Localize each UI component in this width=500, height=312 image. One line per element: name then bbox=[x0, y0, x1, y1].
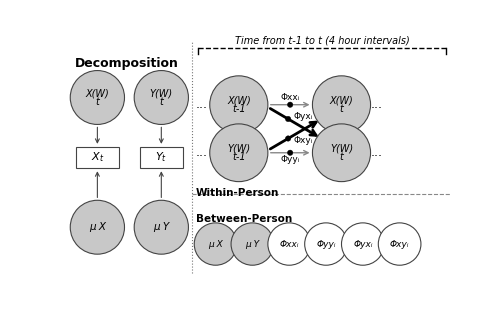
Text: μ X: μ X bbox=[208, 240, 223, 249]
Text: Φyxᵢ: Φyxᵢ bbox=[294, 112, 314, 121]
Ellipse shape bbox=[268, 223, 310, 265]
Ellipse shape bbox=[70, 200, 124, 254]
Text: t: t bbox=[96, 97, 100, 107]
Ellipse shape bbox=[378, 223, 421, 265]
Text: Φxyᵢ: Φxyᵢ bbox=[294, 136, 314, 145]
Text: Y$_t$: Y$_t$ bbox=[155, 151, 168, 164]
Ellipse shape bbox=[286, 136, 291, 141]
Text: Y(W): Y(W) bbox=[330, 144, 353, 154]
Ellipse shape bbox=[210, 76, 268, 134]
Text: μ Y: μ Y bbox=[246, 240, 260, 249]
Ellipse shape bbox=[194, 223, 237, 265]
Text: Time from t-1 to t (4 hour intervals): Time from t-1 to t (4 hour intervals) bbox=[235, 35, 410, 45]
Ellipse shape bbox=[288, 102, 293, 107]
Ellipse shape bbox=[210, 124, 268, 182]
Ellipse shape bbox=[304, 223, 348, 265]
Ellipse shape bbox=[342, 223, 384, 265]
Ellipse shape bbox=[286, 116, 291, 122]
Ellipse shape bbox=[312, 76, 370, 134]
Ellipse shape bbox=[134, 200, 188, 254]
Ellipse shape bbox=[288, 150, 293, 155]
Text: Φxxᵢ: Φxxᵢ bbox=[280, 94, 300, 102]
Text: Φxyᵢ: Φxyᵢ bbox=[390, 240, 409, 249]
Text: Φyxᵢ: Φyxᵢ bbox=[353, 240, 372, 249]
Ellipse shape bbox=[70, 71, 124, 124]
Text: t: t bbox=[340, 104, 344, 114]
Ellipse shape bbox=[231, 223, 274, 265]
Text: X(W): X(W) bbox=[330, 95, 353, 105]
Text: Within-Person: Within-Person bbox=[196, 188, 280, 197]
Text: Y(W): Y(W) bbox=[227, 144, 250, 154]
Text: ...: ... bbox=[370, 98, 382, 111]
Text: Between-Person: Between-Person bbox=[196, 214, 292, 224]
Text: Y(W): Y(W) bbox=[150, 88, 173, 98]
Text: μ Y: μ Y bbox=[153, 222, 170, 232]
Text: Φyyᵢ: Φyyᵢ bbox=[280, 155, 300, 164]
Text: μ X: μ X bbox=[89, 222, 106, 232]
Text: X(W): X(W) bbox=[227, 95, 250, 105]
Text: X$_t$: X$_t$ bbox=[90, 151, 104, 164]
Bar bbox=[76, 147, 118, 168]
Text: Decomposition: Decomposition bbox=[74, 57, 178, 71]
Text: t-1: t-1 bbox=[232, 104, 245, 114]
Text: t: t bbox=[340, 152, 344, 162]
Ellipse shape bbox=[134, 71, 188, 124]
Text: Φxxᵢ: Φxxᵢ bbox=[280, 240, 299, 249]
Text: ...: ... bbox=[370, 146, 382, 159]
Text: Φyyᵢ: Φyyᵢ bbox=[316, 240, 336, 249]
Ellipse shape bbox=[312, 124, 370, 182]
Text: t: t bbox=[160, 97, 163, 107]
Text: t-1: t-1 bbox=[232, 152, 245, 162]
Text: ...: ... bbox=[196, 146, 208, 159]
Bar bbox=[140, 147, 182, 168]
Text: X(W): X(W) bbox=[86, 88, 109, 98]
Text: ...: ... bbox=[196, 98, 208, 111]
